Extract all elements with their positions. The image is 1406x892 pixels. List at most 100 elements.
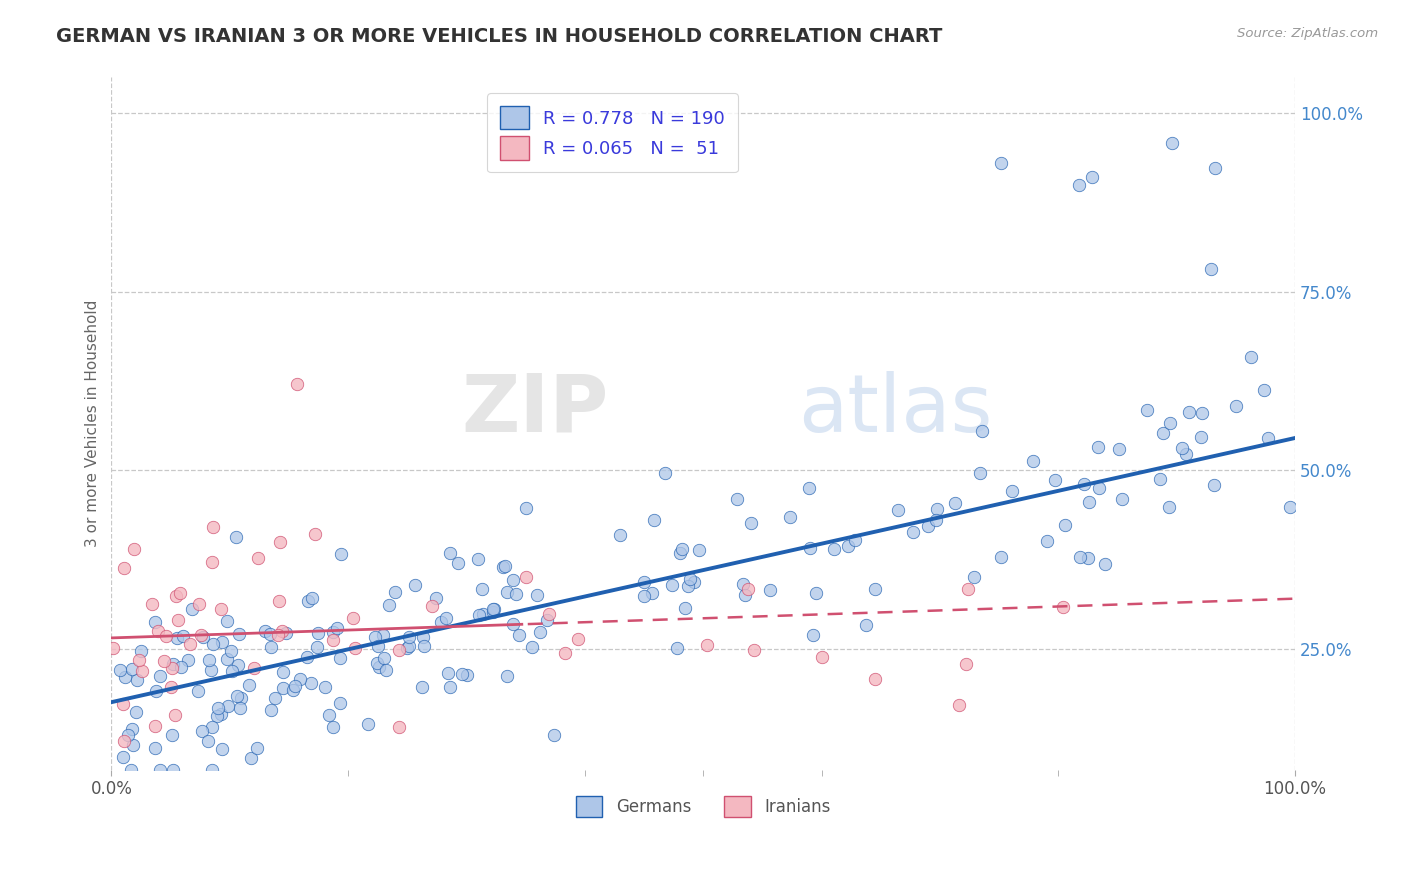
Point: [411, 680, 433, 694]
Point: [217, 698, 239, 713]
Point: [162, 728, 184, 742]
Point: [917, 519, 939, 533]
Point: [108, 663, 131, 677]
Point: [155, 629, 177, 643]
Point: [170, 660, 193, 674]
Point: [160, 660, 183, 674]
Point: [696, 638, 718, 652]
Point: [384, 584, 406, 599]
Point: [225, 689, 247, 703]
Point: [378, 599, 401, 613]
Point: [661, 578, 683, 592]
Point: [128, 653, 150, 667]
Point: [420, 599, 443, 614]
Point: [863, 673, 886, 687]
Point: [970, 424, 993, 438]
Point: [990, 549, 1012, 564]
Point: [243, 661, 266, 675]
Point: [117, 727, 139, 741]
Point: [153, 655, 176, 669]
Point: [1136, 402, 1159, 417]
Point: [515, 570, 537, 584]
Point: [823, 541, 845, 556]
Point: [166, 631, 188, 645]
Point: [1088, 481, 1111, 495]
Point: [990, 155, 1012, 169]
Point: [388, 642, 411, 657]
Point: [482, 605, 505, 619]
Point: [176, 653, 198, 667]
Point: [131, 664, 153, 678]
Point: [297, 594, 319, 608]
Point: [567, 632, 589, 647]
Point: [505, 587, 527, 601]
Point: [228, 627, 250, 641]
Point: [273, 681, 295, 695]
Point: [1160, 136, 1182, 151]
Point: [187, 684, 209, 698]
Point: [322, 632, 344, 647]
Point: [948, 698, 970, 712]
Point: [398, 640, 420, 654]
Point: [643, 513, 665, 527]
Point: [1052, 600, 1074, 615]
Point: [725, 491, 748, 506]
Point: [671, 541, 693, 556]
Point: [1108, 442, 1130, 456]
Point: [855, 617, 877, 632]
Point: [496, 669, 519, 683]
Point: [1159, 416, 1181, 430]
Point: [413, 639, 436, 653]
Point: [494, 559, 516, 574]
Point: [229, 690, 252, 705]
Point: [114, 560, 136, 574]
Point: [271, 624, 294, 638]
Point: [221, 644, 243, 658]
Point: [364, 630, 387, 644]
Point: [1022, 454, 1045, 468]
Point: [1257, 431, 1279, 445]
Point: [211, 635, 233, 649]
Point: [943, 496, 966, 510]
Point: [264, 690, 287, 705]
Point: [538, 607, 561, 621]
Point: [125, 706, 148, 720]
Point: [1111, 491, 1133, 506]
Point: [682, 574, 704, 589]
Point: [1174, 447, 1197, 461]
Point: [211, 742, 233, 756]
Point: [1202, 478, 1225, 492]
Point: [404, 578, 426, 592]
Y-axis label: 3 or more Vehicles in Household: 3 or more Vehicles in Household: [86, 300, 100, 548]
Point: [901, 524, 924, 539]
Point: [160, 680, 183, 694]
Point: [1170, 442, 1192, 456]
Point: [240, 751, 263, 765]
Point: [127, 673, 149, 688]
Point: [304, 527, 326, 541]
Point: [254, 624, 277, 638]
Point: [284, 679, 307, 693]
Text: Source: ZipAtlas.com: Source: ZipAtlas.com: [1237, 27, 1378, 40]
Point: [742, 643, 765, 657]
Point: [120, 763, 142, 777]
Point: [197, 734, 219, 748]
Point: [1178, 405, 1201, 419]
Point: [956, 582, 979, 596]
Point: [188, 598, 211, 612]
Point: [191, 724, 214, 739]
Point: [271, 665, 294, 679]
Point: [172, 629, 194, 643]
Point: [398, 630, 420, 644]
Point: [101, 640, 124, 655]
Point: [740, 516, 762, 530]
Point: [731, 576, 754, 591]
Point: [1078, 495, 1101, 509]
Point: [1240, 350, 1263, 364]
Point: [307, 625, 329, 640]
Point: [969, 466, 991, 480]
Point: [260, 640, 283, 654]
Point: [446, 556, 468, 570]
Point: [143, 615, 166, 630]
Point: [536, 613, 558, 627]
